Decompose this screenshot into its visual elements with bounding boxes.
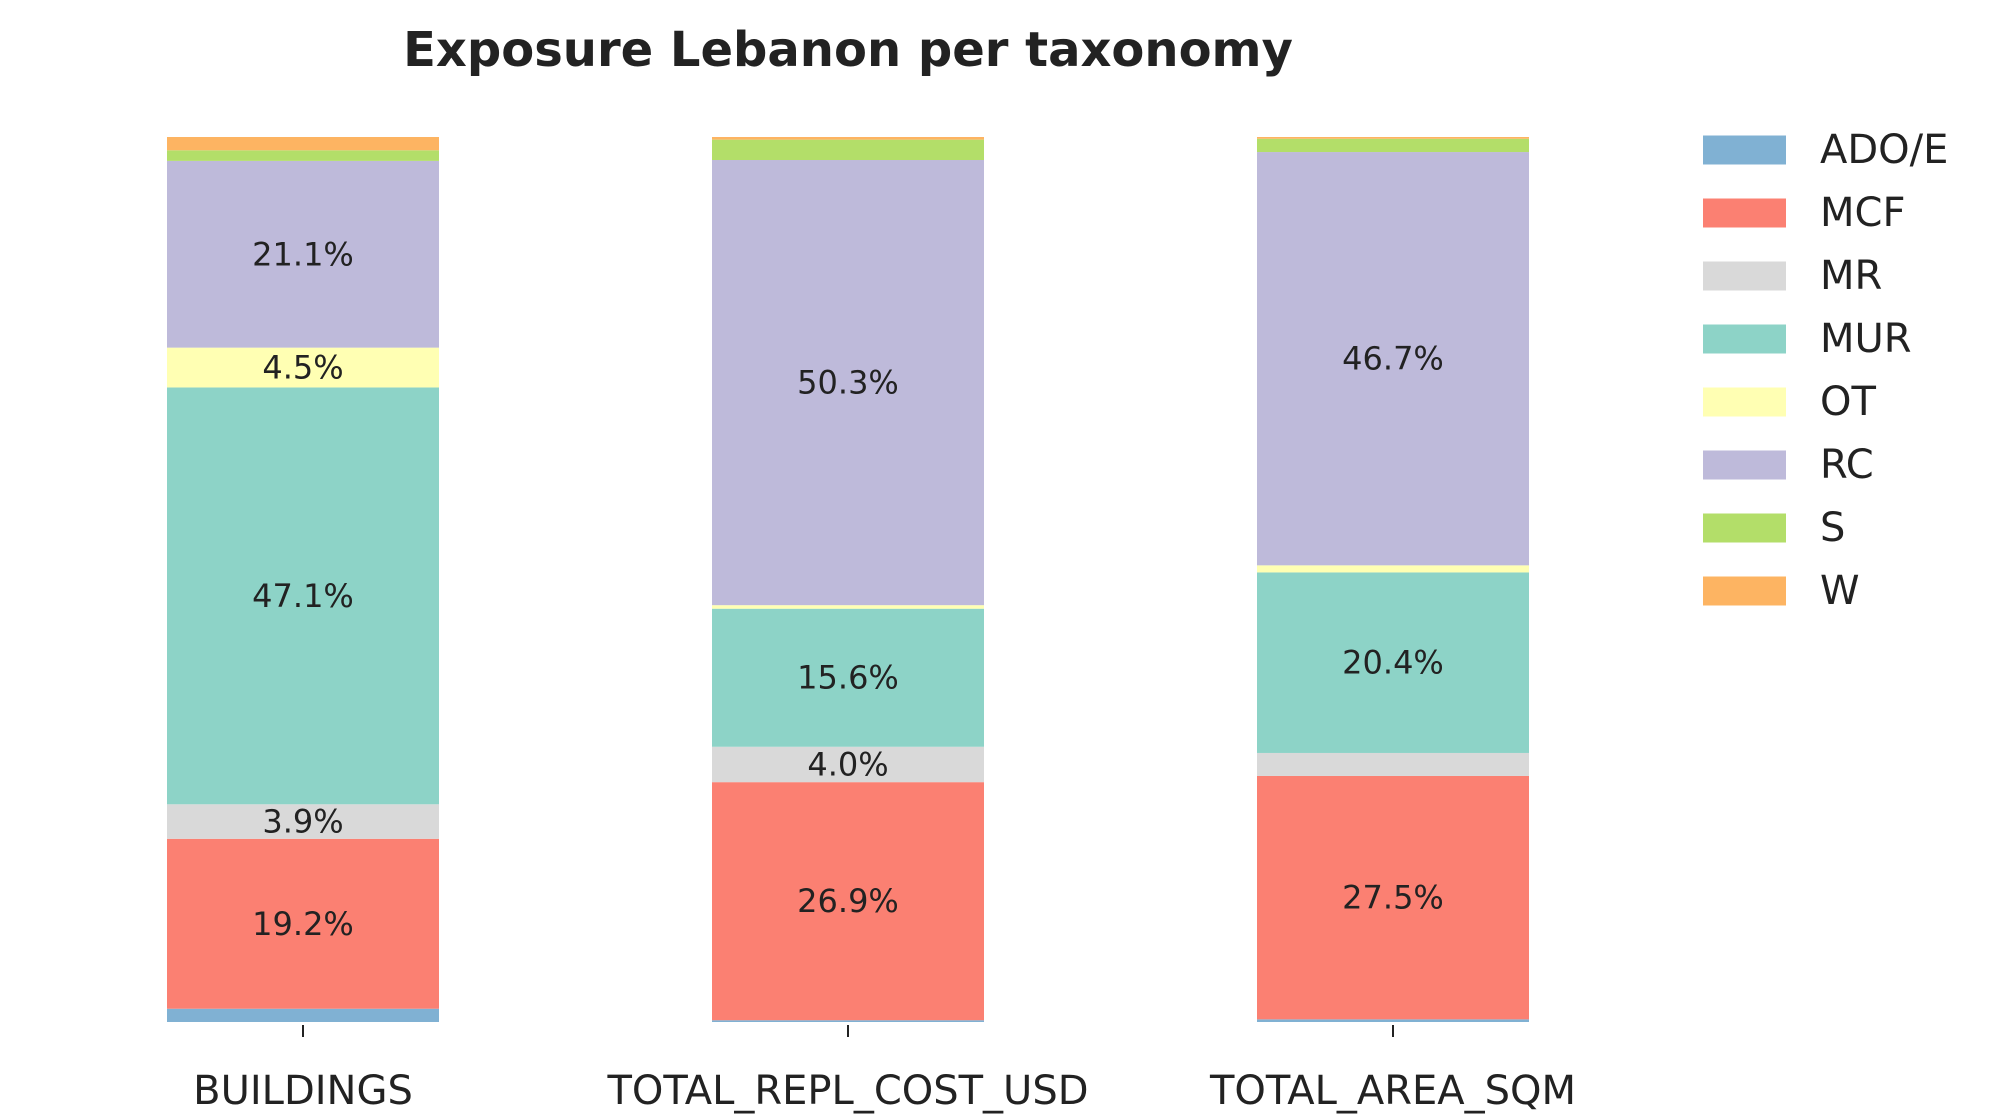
data-label-total-area-sqm-mcf: 27.5% <box>1342 879 1444 917</box>
legend-label-w: W <box>1820 568 1860 614</box>
bar-segment-total-area-sqm-mcf <box>1257 775 1529 1020</box>
bar-segment-buildings-s <box>167 150 439 161</box>
data-label-buildings-mur: 47.1% <box>252 577 354 615</box>
bars-group <box>167 137 1529 1022</box>
legend-label-mcf: MCF <box>1820 190 1905 236</box>
bar-segment-buildings-ot <box>167 347 439 388</box>
bar-segment-total-repl-cost-usd-rc <box>712 160 984 606</box>
legend-label-mur: MUR <box>1820 316 1912 362</box>
bar-segment-total-area-sqm-ado-e <box>1257 1019 1529 1022</box>
bar-segment-buildings-rc <box>167 160 439 348</box>
bar-segment-total-repl-cost-usd-mur <box>712 608 984 747</box>
data-label-total-repl-cost-usd-mr: 4.0% <box>807 745 888 783</box>
bar-segment-total-area-sqm-ot <box>1257 565 1529 573</box>
bar-segment-buildings-mur <box>167 387 439 805</box>
bar-segment-total-area-sqm-mr <box>1257 752 1529 776</box>
x-tick-label-total-area-sqm: TOTAL_AREA_SQM <box>1209 1068 1576 1114</box>
bar-segment-total-area-sqm-s <box>1257 138 1529 153</box>
legend-swatch-mcf <box>1703 198 1786 228</box>
legend-swatch-mur <box>1703 324 1786 354</box>
legend: ADO/E MCF MR MUR OT RC SW <box>1703 127 1948 614</box>
legend-label-s: S <box>1820 505 1845 551</box>
bar-segment-buildings-mr <box>167 804 439 839</box>
data-label-buildings-ot: 4.5% <box>262 349 343 387</box>
bar-segment-buildings-w <box>167 137 439 151</box>
data-label-total-area-sqm-mur: 20.4% <box>1342 644 1444 682</box>
bar-segment-total-repl-cost-usd-s <box>712 139 984 161</box>
data-label-buildings-mr: 3.9% <box>262 803 343 841</box>
data-label-total-repl-cost-usd-mcf: 26.9% <box>797 882 899 920</box>
bar-segment-buildings-ado-e <box>167 1008 439 1022</box>
data-label-total-area-sqm-rc: 46.7% <box>1342 340 1444 378</box>
x-tick-label-buildings: BUILDINGS <box>193 1068 413 1114</box>
data-label-buildings-rc: 21.1% <box>252 235 354 273</box>
legend-label-mr: MR <box>1820 253 1882 299</box>
legend-swatch-mr <box>1703 261 1786 291</box>
chart-title: Exposure Lebanon per taxonomy <box>403 22 1293 78</box>
legend-swatch-ado-e <box>1703 135 1786 165</box>
bar-segment-total-area-sqm-rc <box>1257 152 1529 566</box>
x-tick-label-total-repl-cost-usd: TOTAL_REPL_COST_USD <box>606 1068 1088 1114</box>
legend-label-ado-e: ADO/E <box>1820 127 1948 173</box>
data-label-total-repl-cost-usd-rc: 50.3% <box>797 364 899 402</box>
bar-segment-buildings-mcf <box>167 838 439 1009</box>
data-labels-group: 21.1% 4.5% 47.1% 3.9% 19.2% 50.3% 15.6% 4.0% 26.… <box>252 235 1444 943</box>
legend-label-ot: OT <box>1820 379 1876 425</box>
legend-swatch-rc <box>1703 450 1786 480</box>
legend-swatch-s <box>1703 513 1786 543</box>
data-label-total-repl-cost-usd-mur: 15.6% <box>797 659 899 697</box>
legend-swatch-w <box>1703 576 1786 606</box>
bar-segment-total-area-sqm-w <box>1257 137 1529 139</box>
x-axis: BUILDINGS TOTAL_REPL_COST_USD TOTAL_AREA_S… <box>193 1025 1576 1114</box>
legend-swatch-ot <box>1703 387 1786 417</box>
bar-segment-total-repl-cost-usd-mr <box>712 746 984 783</box>
bar-segment-total-repl-cost-usd-ot <box>712 605 984 609</box>
bar-segment-total-repl-cost-usd-w <box>712 137 984 140</box>
bar-segment-total-repl-cost-usd-ado-e <box>712 1020 984 1022</box>
bar-segment-total-area-sqm-mur <box>1257 572 1529 753</box>
data-label-buildings-mcf: 19.2% <box>252 905 354 943</box>
bar-segment-total-repl-cost-usd-mcf <box>712 782 984 1021</box>
legend-label-rc: RC <box>1820 442 1874 488</box>
